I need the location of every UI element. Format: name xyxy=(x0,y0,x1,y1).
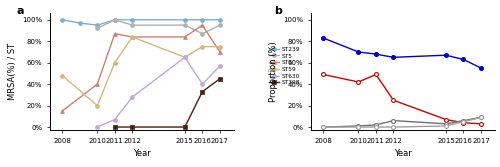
ST239 xyxy=(130,19,136,21)
Total-MRSA xyxy=(390,56,396,58)
ST398 xyxy=(182,126,188,128)
ST398 xyxy=(130,126,136,128)
MRSA-ST59 xyxy=(443,123,449,125)
ST1 xyxy=(217,51,223,53)
Line: Total-MRSA: Total-MRSA xyxy=(322,36,483,70)
Legend: ST239, ST5, ST1, ST59, ST630, ST398: ST239, ST5, ST1, ST59, ST630, ST398 xyxy=(268,46,301,86)
MRSA-ST398 xyxy=(390,126,396,128)
Total-MRSA xyxy=(373,53,379,55)
X-axis label: Year: Year xyxy=(133,149,151,158)
ST5 xyxy=(217,24,223,26)
ST239-MRSA xyxy=(356,81,362,83)
MRSA-ST398 xyxy=(373,126,379,128)
Y-axis label: MRSA(%) / ST: MRSA(%) / ST xyxy=(8,43,16,100)
ST239 xyxy=(217,19,223,21)
ST59 xyxy=(182,56,188,58)
ST630 xyxy=(112,119,118,121)
Total-MRSA xyxy=(478,67,484,69)
ST1 xyxy=(130,36,136,38)
ST398 xyxy=(112,126,118,128)
ST1 xyxy=(182,36,188,38)
ST398 xyxy=(217,78,223,80)
MRSA-ST59 xyxy=(320,126,326,128)
ST630 xyxy=(217,65,223,67)
ST5 xyxy=(94,27,100,29)
Line: ST5: ST5 xyxy=(96,18,222,36)
ST630 xyxy=(130,96,136,98)
ST239-MRSA xyxy=(443,119,449,121)
MRSA-ST59 xyxy=(356,125,362,127)
MRSA-ST398 xyxy=(356,126,362,128)
Line: ST59: ST59 xyxy=(60,35,222,108)
MRSA-ST398 xyxy=(460,121,466,123)
ST5 xyxy=(112,19,118,21)
ST1 xyxy=(112,33,118,35)
ST239 xyxy=(112,19,118,21)
ST1 xyxy=(200,24,205,26)
ST239-MRSA xyxy=(390,99,396,101)
ST239 xyxy=(182,19,188,21)
Text: a: a xyxy=(17,6,24,16)
ST239 xyxy=(94,24,100,26)
ST239 xyxy=(77,22,83,24)
ST1 xyxy=(94,83,100,85)
ST59 xyxy=(94,105,100,107)
ST59 xyxy=(60,74,66,76)
ST5 xyxy=(130,24,136,26)
Line: MRSA-ST59: MRSA-ST59 xyxy=(322,115,483,129)
Line: MRSA-ST398: MRSA-ST398 xyxy=(322,115,483,129)
ST59 xyxy=(130,36,136,38)
Line: ST398: ST398 xyxy=(113,77,222,129)
MRSA-ST59 xyxy=(460,120,466,122)
MRSA-ST398 xyxy=(478,116,484,118)
ST1 xyxy=(60,110,66,112)
Total-MRSA xyxy=(460,58,466,60)
ST5 xyxy=(200,33,205,35)
ST239-MRSA xyxy=(460,122,466,124)
ST630 xyxy=(94,126,100,128)
Line: ST630: ST630 xyxy=(96,55,222,129)
ST59 xyxy=(217,46,223,48)
ST59 xyxy=(200,46,205,48)
Line: ST239-MRSA: ST239-MRSA xyxy=(322,72,483,126)
MRSA-ST59 xyxy=(390,120,396,122)
MRSA-ST59 xyxy=(478,116,484,118)
Line: ST1: ST1 xyxy=(60,23,222,113)
ST59 xyxy=(112,62,118,64)
ST630 xyxy=(182,56,188,58)
ST239 xyxy=(200,19,205,21)
ST398 xyxy=(200,91,205,93)
ST630 xyxy=(200,83,205,85)
MRSA-ST398 xyxy=(443,125,449,127)
ST239-MRSA xyxy=(373,73,379,75)
Total-MRSA xyxy=(356,51,362,53)
MRSA-ST398 xyxy=(320,126,326,128)
Total-MRSA xyxy=(320,37,326,39)
Total-MRSA xyxy=(443,54,449,56)
ST239-MRSA xyxy=(320,73,326,75)
Line: ST239: ST239 xyxy=(60,18,222,27)
ST5 xyxy=(182,24,188,26)
X-axis label: Year: Year xyxy=(394,149,412,158)
ST239 xyxy=(60,19,66,21)
Text: b: b xyxy=(274,6,282,16)
MRSA-ST59 xyxy=(373,124,379,126)
ST239-MRSA xyxy=(478,123,484,125)
Y-axis label: Proportion (%): Proportion (%) xyxy=(269,41,278,102)
